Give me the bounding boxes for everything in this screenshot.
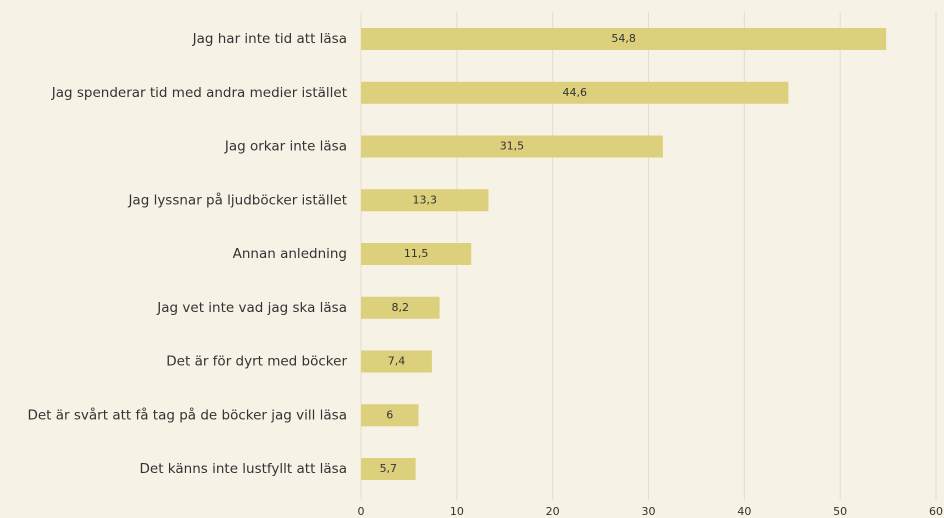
x-tick-label: 50 [833, 505, 847, 518]
y-tick-label: Det är svårt att få tag på de böcker jag… [27, 406, 347, 423]
data-label: 5,7 [380, 462, 398, 475]
x-tick-label: 60 [929, 505, 943, 518]
x-tick-label: 30 [642, 505, 656, 518]
x-tick-label: 0 [358, 505, 365, 518]
bar [361, 350, 432, 373]
x-tick-label: 10 [450, 505, 464, 518]
bar [361, 189, 489, 212]
data-label: 11,5 [404, 247, 429, 260]
data-label: 13,3 [412, 193, 437, 206]
y-tick-label: Jag har inte tid att läsa [192, 31, 347, 47]
x-tick-label: 20 [546, 505, 560, 518]
bar [361, 404, 419, 427]
y-tick-label: Jag lyssnar på ljudböcker istället [127, 191, 347, 208]
y-tick-label: Det är för dyrt med böcker [166, 354, 347, 370]
bar [361, 296, 440, 319]
bar [361, 28, 887, 50]
data-label: 6 [386, 408, 393, 421]
bar [361, 458, 416, 480]
x-tick-label: 40 [737, 505, 751, 518]
data-label: 8,2 [392, 301, 410, 314]
y-tick-label: Jag spenderar tid med andra medier istäl… [51, 85, 347, 101]
bar [361, 243, 472, 265]
data-label: 7,4 [388, 355, 406, 368]
data-label: 44,6 [562, 86, 587, 99]
data-label: 31,5 [500, 140, 525, 153]
y-tick-label: Det känns inte lustfyllt att läsa [140, 461, 347, 477]
bar [361, 135, 663, 158]
bar [361, 81, 789, 104]
data-label: 54,8 [611, 32, 636, 45]
y-tick-label: Jag orkar inte läsa [224, 139, 347, 155]
y-tick-label: Jag vet inte vad jag ska läsa [156, 300, 347, 316]
y-tick-label: Annan anledning [233, 246, 347, 262]
